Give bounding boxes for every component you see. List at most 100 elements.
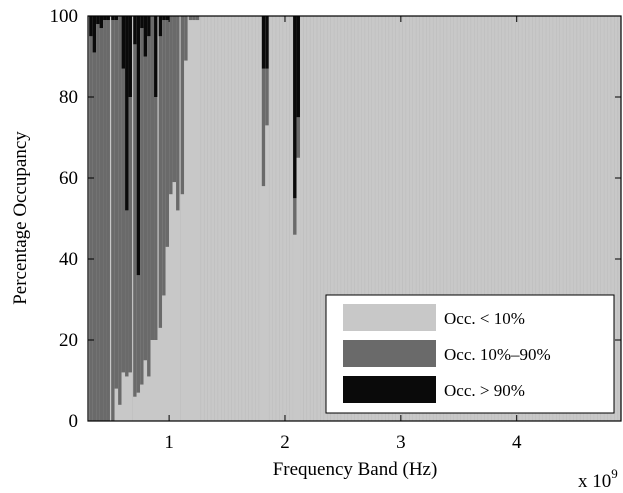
bar-segment-high: [143, 16, 148, 57]
x-multiplier-base: x 10: [578, 471, 611, 492]
x-tick-label: 1: [164, 432, 174, 453]
bar-segment-high: [121, 16, 126, 69]
bar-segment-mid: [150, 16, 154, 340]
bar-segment-high: [103, 16, 107, 21]
bar-segment-low: [140, 384, 144, 421]
y-tick-label: 20: [59, 330, 78, 351]
legend-swatch-low: [343, 304, 436, 331]
bar-segment-high: [96, 16, 100, 25]
bar-segment-high: [265, 16, 269, 69]
bar-segment-mid: [165, 20, 170, 247]
bar-segment-mid: [172, 16, 177, 183]
bar-segment-mid: [103, 20, 107, 422]
bar-segment-high: [99, 16, 104, 29]
bar-segment-high: [89, 16, 93, 37]
legend-swatch-mid: [343, 340, 436, 367]
bar-segment-mid: [111, 20, 115, 422]
bar-segment-high: [136, 16, 141, 276]
bar-segment-high: [261, 16, 266, 69]
y-tick-label: 60: [59, 168, 78, 189]
bar-segment-low: [143, 360, 148, 421]
bar-segment-low: [169, 194, 173, 421]
bar-segment-low: [184, 60, 188, 422]
bar-segment-high: [158, 16, 163, 37]
bar-segment-high: [128, 16, 132, 97]
bar-segment-low: [150, 340, 154, 421]
bar-segment-low: [180, 194, 185, 421]
bar-segment-low: [188, 20, 193, 422]
bar-segment-high: [111, 16, 115, 21]
bar-segment-mid: [140, 28, 144, 385]
bar-segment-mid: [169, 16, 173, 195]
axes-layer: 0 20 40 60 80 100 1 2 3 4: [50, 6, 622, 453]
bar-segment-low: [165, 246, 170, 421]
bar-segment-high: [162, 16, 166, 21]
bar-segment-mid: [195, 16, 200, 21]
legend-label-high: Occ. > 90%: [444, 381, 525, 400]
bar-segment-mid: [296, 117, 300, 158]
bar-segment-low: [147, 376, 151, 421]
bar-segment-low: [133, 396, 137, 421]
x-axis-title: Frequency Band (Hz): [273, 459, 438, 480]
x-multiplier-exponent: 9: [611, 466, 618, 481]
bar-segment-mid: [143, 56, 148, 361]
bar-segment-low: [195, 20, 200, 422]
bar-segment-mid: [89, 36, 93, 421]
bar-segment-low: [118, 404, 122, 421]
bar-segment-mid: [92, 52, 97, 421]
y-tick-label: 0: [69, 411, 79, 432]
bar-segment-low: [128, 372, 132, 421]
bar-segment-low: [136, 392, 141, 421]
bar-segment-mid: [265, 68, 269, 126]
bar-segment-mid: [154, 97, 158, 340]
legend-label-mid: Occ. 10%–90%: [444, 345, 551, 364]
bar-segment-mid: [121, 68, 126, 373]
bar-segment-low: [114, 388, 119, 421]
bar-segment-high: [133, 16, 137, 45]
bar-segment-mid: [106, 20, 110, 422]
bar-segment-high: [296, 16, 300, 118]
bar-segment-high: [293, 16, 297, 199]
bar-segment-mid: [96, 24, 100, 421]
bar-segment-mid: [184, 16, 188, 61]
bar-segment-mid: [99, 28, 104, 422]
bar-segment-high: [106, 16, 110, 21]
bar-segment-mid: [147, 36, 151, 377]
bar-segment-low: [172, 182, 177, 421]
y-tick-label: 80: [59, 87, 78, 108]
legend-swatch-high: [343, 376, 436, 403]
bar-segment-high: [92, 16, 97, 53]
bar-segment-low: [158, 327, 163, 421]
x-tick-label: 4: [512, 432, 522, 453]
x-tick-label: 2: [280, 432, 290, 453]
bar-segment-mid: [261, 68, 266, 187]
bar-segment-low: [192, 20, 196, 422]
legend-label-low: Occ. < 10%: [444, 309, 525, 328]
bar-segment-high: [147, 16, 151, 37]
bar-segment-low: [121, 372, 126, 421]
bar-segment-mid: [162, 20, 166, 296]
y-axis-title: Percentage Occupancy: [10, 131, 31, 305]
bar-segment-low: [176, 210, 180, 421]
bar-segment-low: [296, 157, 300, 421]
bar-segment-high: [165, 16, 170, 21]
bar-segment-low: [261, 186, 266, 421]
bar-segment-mid: [176, 16, 180, 211]
bar-segment-low: [162, 295, 166, 421]
bar-segment-mid: [188, 16, 193, 21]
bar-segment-low: [154, 340, 158, 421]
legend: Occ. < 10% Occ. 10%–90% Occ. > 90%: [325, 294, 615, 414]
bar-segment-high: [154, 16, 158, 97]
y-tick-label: 100: [50, 6, 79, 27]
bar-segment-mid: [128, 97, 132, 373]
bar-segment-high: [140, 16, 144, 29]
bar-segment-mid: [180, 16, 185, 195]
x-multiplier-label: x 109: [578, 466, 618, 492]
bar-segment-high: [114, 16, 119, 21]
y-tick-label: 40: [59, 249, 78, 270]
bar-segment-mid: [136, 275, 141, 393]
bar-segment-mid: [114, 20, 119, 389]
bar-segment-mid: [158, 36, 163, 328]
bar-segment-low: [293, 234, 297, 421]
